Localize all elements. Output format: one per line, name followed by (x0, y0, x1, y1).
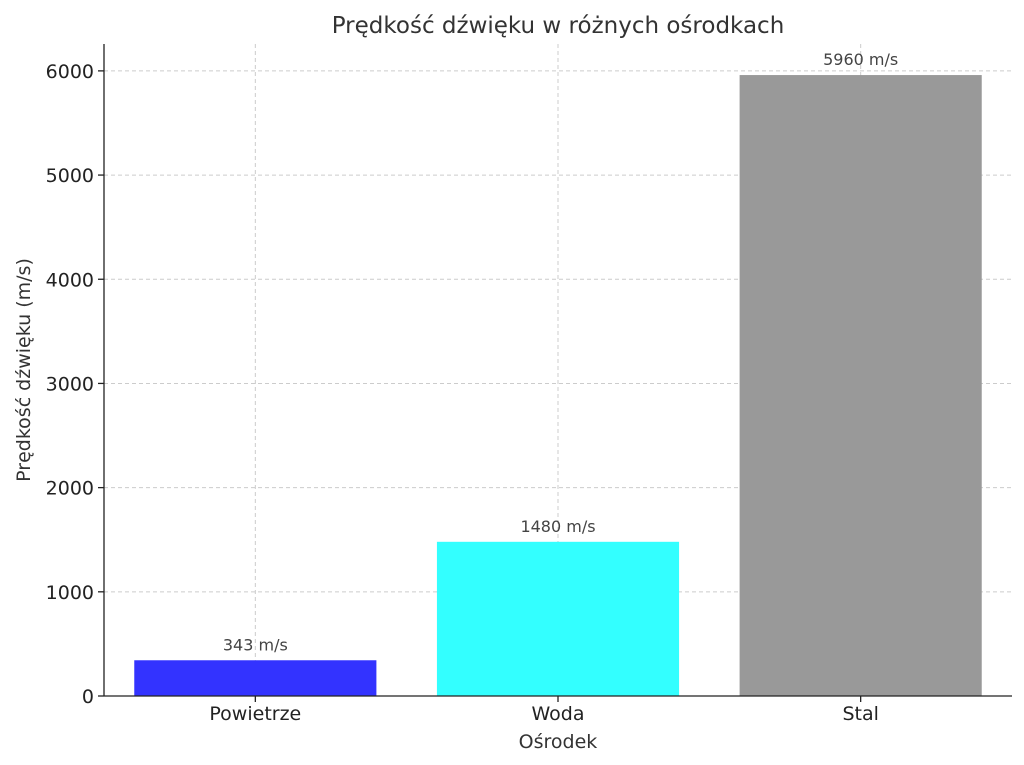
y-tick-label: 6000 (46, 61, 94, 83)
y-tick-label: 1000 (46, 582, 94, 604)
data-label-woda: 1480 m/s (520, 517, 595, 536)
data-labels: 343 m/s 1480 m/s 5960 m/s (223, 50, 898, 654)
chart-title: Prędkość dźwięku w różnych ośrodkach (332, 13, 785, 39)
bar-stal (739, 75, 982, 697)
data-label-stal: 5960 m/s (823, 50, 898, 69)
data-label-powietrze: 343 m/s (223, 635, 288, 654)
y-axis-label: Prędkość dźwięku (m/s) (13, 258, 35, 482)
x-tick-label-powietrze: Powietrze (209, 703, 301, 725)
y-tick-label: 3000 (46, 373, 94, 395)
ticks: 0 1000 2000 3000 4000 5000 6000 Powietrze Woda St… (46, 61, 879, 725)
x-tick-label-woda: Woda (531, 703, 584, 725)
y-tick-label: 2000 (46, 478, 94, 500)
x-axis-label: Ośrodek (519, 731, 598, 753)
x-tick-label-stal: Stal (842, 703, 878, 725)
y-tick-label: 0 (82, 686, 94, 708)
bar-woda (436, 541, 680, 696)
bar-powietrze (134, 660, 377, 696)
bars (134, 75, 982, 697)
y-tick-label: 4000 (46, 269, 94, 291)
y-tick-label: 5000 (46, 165, 94, 187)
